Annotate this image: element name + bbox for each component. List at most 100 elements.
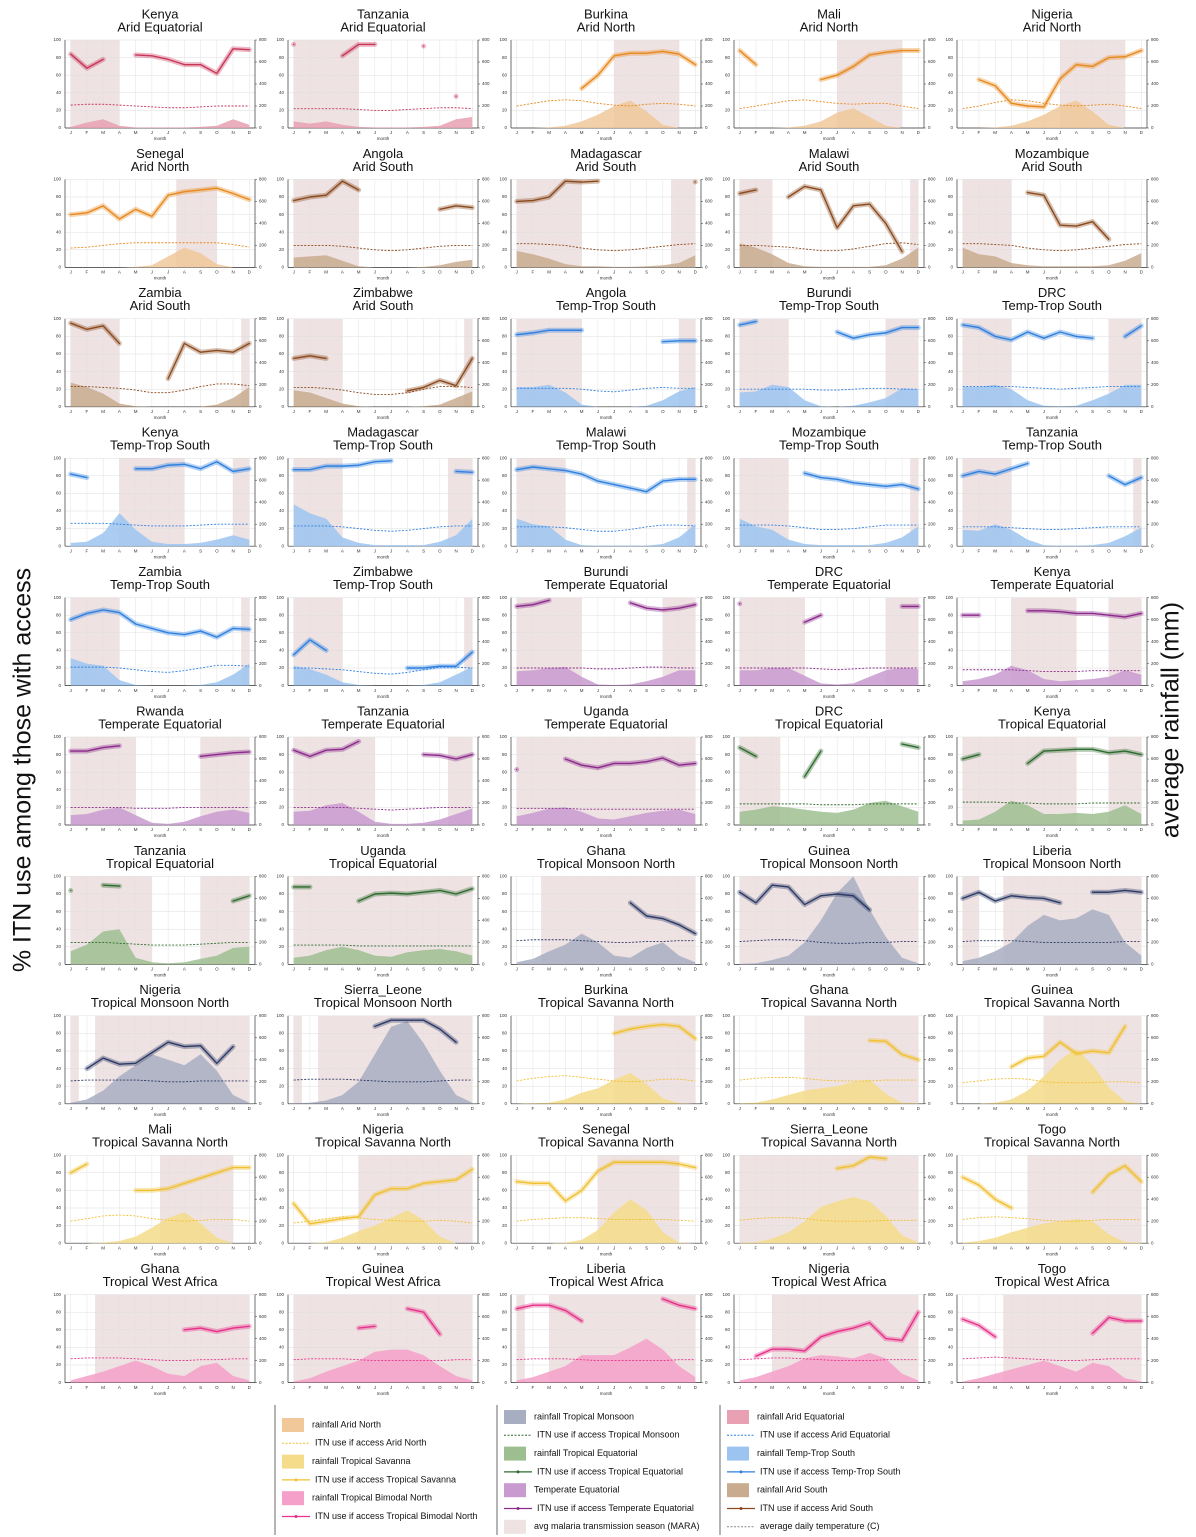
y-tick-label: 0 xyxy=(281,1380,284,1385)
x-tick-label: J xyxy=(516,688,518,693)
x-tick-label: N xyxy=(454,688,457,693)
y2-tick-label: 600 xyxy=(259,1035,267,1040)
y-tick-label: 60 xyxy=(725,72,731,77)
x-tick-label: M xyxy=(357,130,361,135)
x-tick-label: F xyxy=(755,827,758,832)
y-tick-label: 0 xyxy=(727,265,730,270)
x-tick-label: M xyxy=(134,409,138,414)
x-tick-label: J xyxy=(1043,827,1045,832)
y2-tick-label: 600 xyxy=(482,59,490,64)
x-tick-label: O xyxy=(1107,409,1111,414)
y-tick-label: 20 xyxy=(502,1362,508,1367)
x-tick-label: M xyxy=(101,827,105,832)
x-tick-label: M xyxy=(324,1106,328,1111)
x-tick-label: J xyxy=(836,548,838,553)
y2-tick-label: 200 xyxy=(928,1358,936,1363)
panel-subtitle: Temp-Trop South xyxy=(556,438,656,453)
x-tick-label: A xyxy=(564,967,567,972)
x-tick-label: A xyxy=(787,270,790,275)
y2-tick-label: 400 xyxy=(705,499,713,504)
x-tick-label: A xyxy=(406,1245,409,1250)
x-tick-label: J xyxy=(613,409,615,414)
x-tick-label: J xyxy=(167,409,169,414)
x-tick-label: N xyxy=(900,270,903,275)
itn-line xyxy=(613,1023,696,1040)
temperature-line xyxy=(962,1356,1142,1362)
y-tick-label: 40 xyxy=(279,90,285,95)
x-tick-label: J xyxy=(151,409,153,414)
x-tick-label: J xyxy=(739,409,741,414)
x-tick-label: A xyxy=(787,1245,790,1250)
y-tick-label: 60 xyxy=(279,72,285,77)
x-tick-label: J xyxy=(70,1385,72,1390)
y-tick-label: 40 xyxy=(948,229,954,234)
x-tick-label: A xyxy=(852,1106,855,1111)
y-tick-label: 0 xyxy=(281,543,284,548)
y-tick-label: 60 xyxy=(502,1188,508,1193)
x-tick-label: N xyxy=(231,688,234,693)
y-tick-label: 60 xyxy=(948,212,954,217)
y2-tick-label: 200 xyxy=(705,1218,713,1223)
x-tick-label: A xyxy=(564,270,567,275)
x-tick-label: N xyxy=(1123,130,1126,135)
y2-tick-label: 600 xyxy=(928,59,936,64)
x-tick-label: A xyxy=(629,967,632,972)
x-tick-label: F xyxy=(755,688,758,693)
x-tick-label: A xyxy=(118,1385,121,1390)
x-tick-label: J xyxy=(962,270,964,275)
x-tick-label: J xyxy=(613,270,615,275)
itn-line xyxy=(739,603,919,623)
y2-tick-label: 0 xyxy=(928,1380,931,1385)
x-tick-label: N xyxy=(1123,1106,1126,1111)
panel-subtitle: Arid Equatorial xyxy=(340,19,425,34)
panel-title: Madagascar xyxy=(570,146,642,161)
y-tick-label: 100 xyxy=(499,1292,507,1297)
y2-tick-label: 400 xyxy=(705,639,713,644)
itn-line xyxy=(868,1039,919,1061)
y2-tick-label: 0 xyxy=(705,1240,708,1245)
x-tick-label: J xyxy=(70,548,72,553)
x-tick-label: A xyxy=(406,130,409,135)
legend-label: rainfall Tropical Monsoon xyxy=(534,1411,634,1421)
x-tick-label: J xyxy=(1059,1106,1061,1111)
itn-line xyxy=(293,740,473,760)
itn-line xyxy=(70,48,250,75)
panel-subtitle: Tropical Savanna North xyxy=(984,995,1120,1010)
x-tick-label: J xyxy=(836,688,838,693)
x-tick-label: M xyxy=(547,270,551,275)
x-tick-label: S xyxy=(199,409,202,414)
y2-tick-label: 200 xyxy=(259,521,267,526)
x-tick-label: D xyxy=(248,548,252,553)
x-tick-label: J xyxy=(597,270,599,275)
y-tick-label: 60 xyxy=(948,909,954,914)
x-tick-label: M xyxy=(1026,967,1030,972)
x-tick-label: J xyxy=(836,409,838,414)
x-tick-label: J xyxy=(739,130,741,135)
x-tick-label: O xyxy=(884,967,888,972)
x-tick-label: N xyxy=(454,967,457,972)
y2-tick-label: 0 xyxy=(259,265,262,270)
transmission-season xyxy=(293,1015,302,1104)
itn-line xyxy=(962,462,1142,486)
x-tick-label: S xyxy=(645,409,648,414)
x-tick-label: D xyxy=(917,409,921,414)
x-tick-label: O xyxy=(215,827,219,832)
panel-subtitle: Tropical Savanna North xyxy=(538,995,674,1010)
x-tick-label: D xyxy=(694,1245,698,1250)
x-tick-label: M xyxy=(357,270,361,275)
y-tick-label: 0 xyxy=(504,543,507,548)
y-tick-label: 40 xyxy=(948,648,954,653)
x-tick-label: M xyxy=(324,1385,328,1390)
x-tick-label: D xyxy=(471,1106,475,1111)
x-tick-label: D xyxy=(248,130,252,135)
y-tick-label: 100 xyxy=(499,1152,507,1157)
x-tick-label: S xyxy=(645,1385,648,1390)
panel-title: Mozambique xyxy=(792,425,866,440)
y-tick-label: 60 xyxy=(725,1327,731,1332)
y-tick-label: 0 xyxy=(58,1380,61,1385)
y2-tick-label: 800 xyxy=(705,1013,713,1018)
x-tick-label: A xyxy=(629,270,632,275)
y-tick-label: 60 xyxy=(279,769,285,774)
x-tick-label: M xyxy=(101,548,105,553)
